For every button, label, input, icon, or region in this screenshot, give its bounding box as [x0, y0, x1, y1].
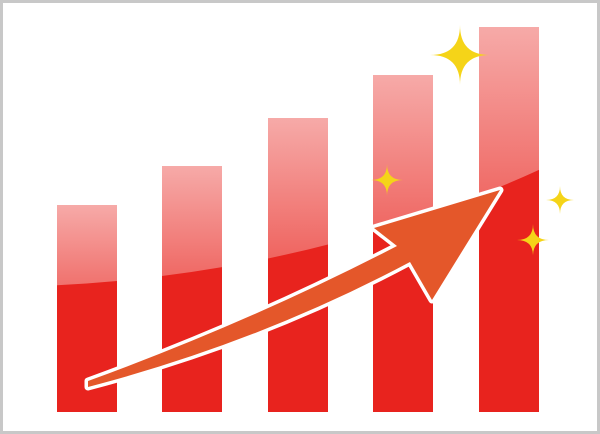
sparkle: [517, 224, 549, 256]
sparkle: [371, 164, 403, 196]
sparkle: [546, 186, 574, 214]
sparkles: [371, 25, 574, 256]
sparkle: [430, 25, 490, 85]
trend-arrow: [84, 186, 504, 391]
